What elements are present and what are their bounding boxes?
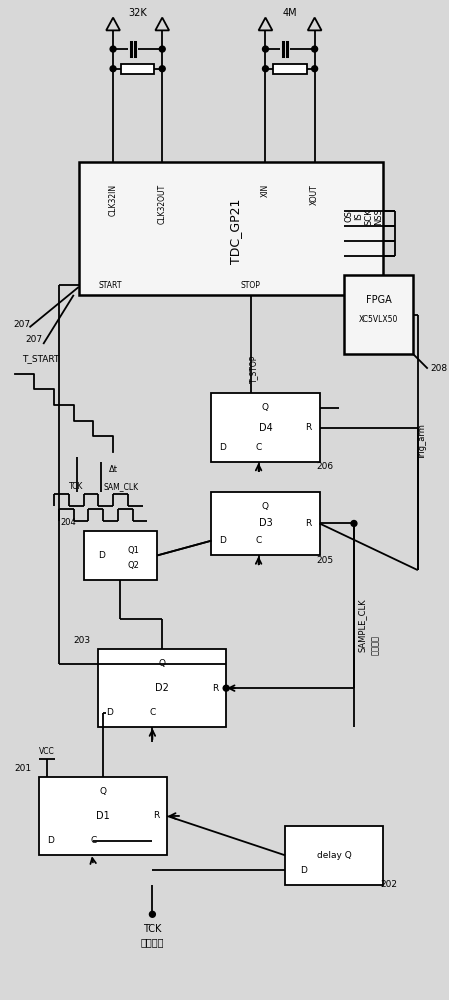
Circle shape — [159, 46, 165, 52]
Text: SCK: SCK — [364, 208, 373, 225]
Text: D: D — [98, 551, 105, 560]
Text: 4M: 4M — [283, 8, 297, 18]
Text: R: R — [305, 423, 312, 432]
Text: 207: 207 — [26, 335, 43, 344]
Text: R: R — [305, 519, 312, 528]
Circle shape — [159, 66, 165, 72]
Text: D: D — [300, 866, 307, 875]
Circle shape — [223, 685, 229, 691]
Text: C: C — [149, 708, 155, 717]
Text: NSS: NSS — [374, 208, 383, 225]
Text: D4: D4 — [259, 423, 273, 433]
Text: 32K: 32K — [128, 8, 147, 18]
Text: FPGA: FPGA — [365, 295, 392, 305]
Text: 触发信号: 触发信号 — [141, 937, 164, 947]
Text: Q2: Q2 — [128, 561, 140, 570]
Text: XOUT: XOUT — [310, 184, 319, 205]
Text: D3: D3 — [259, 518, 273, 528]
Circle shape — [110, 46, 116, 52]
Text: IS: IS — [354, 212, 363, 220]
Text: 207: 207 — [13, 320, 30, 329]
Text: TCK: TCK — [143, 924, 162, 934]
Text: D1: D1 — [97, 811, 110, 821]
Bar — [285, 826, 383, 885]
Circle shape — [312, 46, 317, 52]
Bar — [84, 531, 157, 580]
Text: Q: Q — [262, 403, 269, 412]
Text: XC5VLX50: XC5VLX50 — [359, 315, 398, 324]
Text: XIN: XIN — [261, 184, 270, 197]
Bar — [273, 64, 307, 74]
Text: Q: Q — [262, 502, 269, 511]
Text: D: D — [219, 536, 226, 545]
Bar — [121, 64, 154, 74]
Bar — [211, 393, 320, 462]
Text: VCC: VCC — [40, 747, 55, 756]
Text: D: D — [219, 443, 226, 452]
Text: Q: Q — [100, 787, 107, 796]
Text: C: C — [90, 836, 97, 845]
Text: 205: 205 — [316, 556, 333, 565]
Text: C: C — [255, 443, 262, 452]
Text: 204: 204 — [60, 518, 76, 527]
Text: 202: 202 — [380, 880, 397, 889]
Text: D: D — [47, 836, 54, 845]
Text: C: C — [255, 536, 262, 545]
Text: CLK32IN: CLK32IN — [109, 184, 118, 216]
Text: D2: D2 — [155, 683, 169, 693]
Text: 206: 206 — [316, 462, 333, 471]
Text: TDC_GP21: TDC_GP21 — [229, 198, 242, 264]
Circle shape — [312, 66, 317, 72]
Text: SAMPLE_CLK: SAMPLE_CLK — [357, 599, 366, 652]
Text: STOP: STOP — [241, 281, 261, 290]
Text: Trig_arm: Trig_arm — [418, 424, 427, 460]
Text: D: D — [106, 708, 113, 717]
Bar — [79, 162, 383, 295]
Text: 203: 203 — [73, 636, 90, 645]
Bar — [344, 275, 413, 354]
Text: 采样时钟: 采样时钟 — [371, 635, 380, 655]
Text: Δt: Δt — [109, 465, 118, 474]
Text: delay Q: delay Q — [317, 851, 352, 860]
Text: SAM_CLK: SAM_CLK — [103, 482, 138, 491]
Bar — [211, 492, 320, 555]
Text: T_START: T_START — [22, 354, 59, 363]
Text: START: START — [98, 281, 122, 290]
Circle shape — [263, 66, 269, 72]
Circle shape — [150, 911, 155, 917]
Text: Q1: Q1 — [128, 546, 140, 555]
Text: OS: OS — [344, 210, 353, 222]
Text: T_STOP: T_STOP — [249, 355, 258, 383]
Text: R: R — [212, 684, 218, 693]
Bar — [40, 777, 167, 855]
Text: 201: 201 — [14, 764, 31, 773]
Text: Q: Q — [159, 659, 166, 668]
Circle shape — [263, 46, 269, 52]
Circle shape — [110, 66, 116, 72]
Text: 208: 208 — [431, 364, 448, 373]
Text: TCK: TCK — [69, 482, 84, 491]
Text: R: R — [153, 811, 159, 820]
Text: CLK32OUT: CLK32OUT — [158, 184, 167, 224]
Bar — [98, 649, 226, 727]
Circle shape — [351, 521, 357, 526]
